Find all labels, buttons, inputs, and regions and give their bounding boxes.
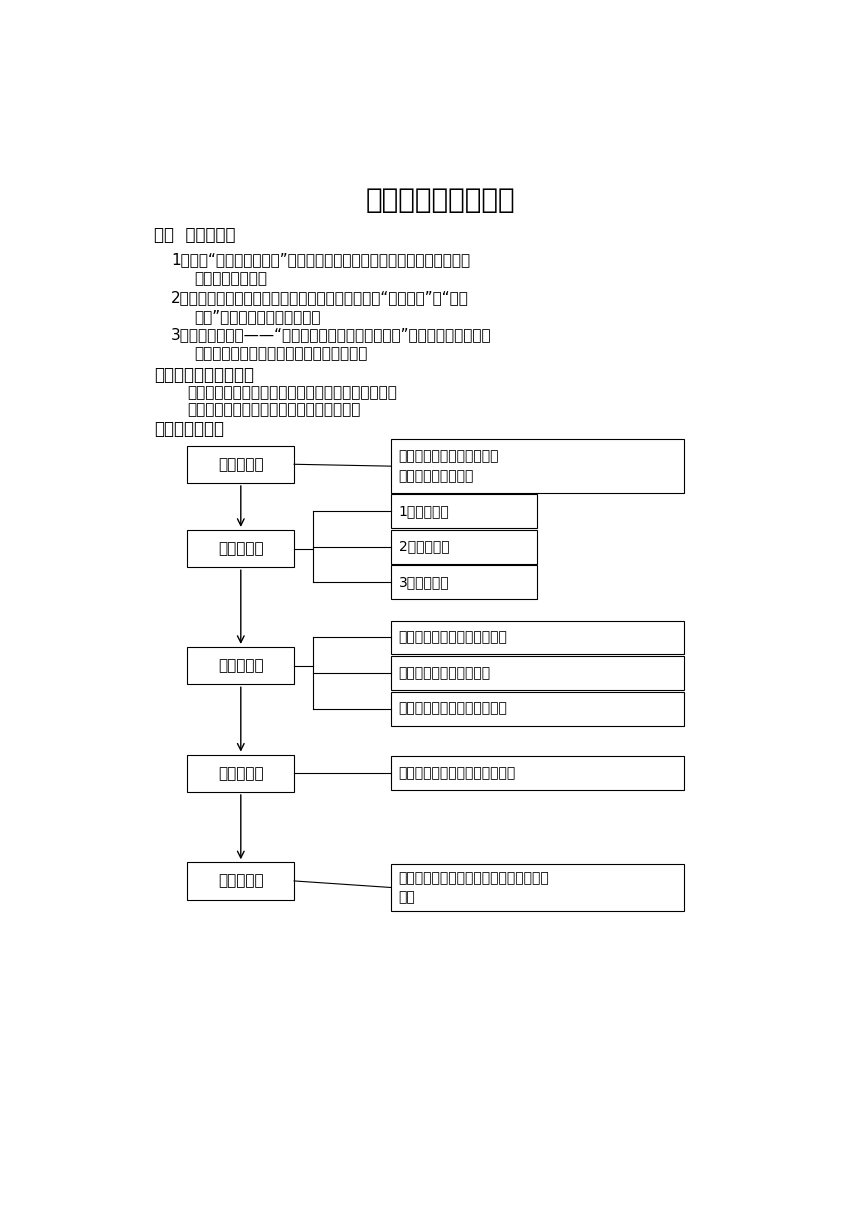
Text: 第一站：西双版纳勐仑植物园: 第一站：西双版纳勐仑植物园 xyxy=(399,630,507,644)
FancyBboxPatch shape xyxy=(390,620,684,654)
FancyBboxPatch shape xyxy=(390,494,538,528)
Text: 我能行，西双版纳州长，让我来: 我能行，西双版纳州长，让我来 xyxy=(399,766,516,781)
Text: 1、通过“我要去西双版纳”活动，了解西双版纳地理位置的独特性，说出: 1、通过“我要去西双版纳”活动，了解西双版纳地理位置的独特性，说出 xyxy=(171,253,470,268)
Text: 情境导入：: 情境导入： xyxy=(218,457,264,472)
Text: 第三站：西双版纳民族风情园: 第三站：西双版纳民族风情园 xyxy=(399,702,507,716)
FancyBboxPatch shape xyxy=(390,565,538,599)
Text: 保护意识，加深对可持续发展思想的理解。: 保护意识，加深对可持续发展思想的理解。 xyxy=(194,347,367,361)
Text: 2、通过观赏视频和图文资料，知道西双版纳被称为“植物王国”和“动物: 2、通过观赏视频和图文资料，知道西双版纳被称为“植物王国”和“动物 xyxy=(171,291,469,305)
Text: 走进版纳：: 走进版纳： xyxy=(218,658,264,674)
Text: 3、通过角色扮演——“争当西双版纳傣族自治州州长”，树立环境、资源的: 3、通过角色扮演——“争当西双版纳傣族自治州州长”，树立环境、资源的 xyxy=(171,327,491,343)
Text: 第二站：西双版纳野象谷: 第二站：西双版纳野象谷 xyxy=(399,666,491,680)
FancyBboxPatch shape xyxy=(390,756,684,790)
FancyBboxPatch shape xyxy=(187,754,294,792)
FancyBboxPatch shape xyxy=(187,862,294,900)
FancyBboxPatch shape xyxy=(390,865,684,911)
Text: 创作《请到西双版纳来》的宣传文章或手
抄报: 创作《请到西双版纳来》的宣传文章或手 抄报 xyxy=(399,871,550,905)
Text: 难点：理解地理要素对生活和经济的影响。: 难点：理解地理要素对生活和经济的影响。 xyxy=(187,402,361,417)
FancyBboxPatch shape xyxy=(187,647,294,685)
FancyBboxPatch shape xyxy=(187,445,294,483)
Text: 三、教学流程：: 三、教学流程： xyxy=(154,420,224,438)
Text: 音乐《月光下的凤尾竹》、
西双版纳的相关图片: 音乐《月光下的凤尾竹》、 西双版纳的相关图片 xyxy=(399,450,500,483)
FancyBboxPatch shape xyxy=(390,530,538,563)
Text: 重点：西双版纳独特的地理位置和气候特征及影响。: 重点：西双版纳独特的地理位置和气候特征及影响。 xyxy=(187,385,397,400)
FancyBboxPatch shape xyxy=(390,439,684,494)
Text: 一、  教学目标：: 一、 教学目标： xyxy=(154,226,236,244)
Text: 2、气候类型: 2、气候类型 xyxy=(399,540,450,553)
Text: 合作探究：: 合作探究： xyxy=(218,541,264,556)
Text: 西双版纳傣族自治州: 西双版纳傣族自治州 xyxy=(366,186,515,214)
Text: 3、地形类型: 3、地形类型 xyxy=(399,575,450,590)
Text: 角色扮演：: 角色扮演： xyxy=(218,766,264,781)
FancyBboxPatch shape xyxy=(390,692,684,726)
FancyBboxPatch shape xyxy=(390,657,684,689)
FancyBboxPatch shape xyxy=(187,530,294,568)
Text: 延伸拓展：: 延伸拓展： xyxy=(218,873,264,889)
Text: 气候类型和特征。: 气候类型和特征。 xyxy=(194,271,267,287)
Text: 1、地理位置: 1、地理位置 xyxy=(399,505,450,518)
Text: 王国”，并掌握主要的动植物。: 王国”，并掌握主要的动植物。 xyxy=(194,309,321,323)
Text: 二、教学重点、难点：: 二、教学重点、难点： xyxy=(154,366,255,384)
